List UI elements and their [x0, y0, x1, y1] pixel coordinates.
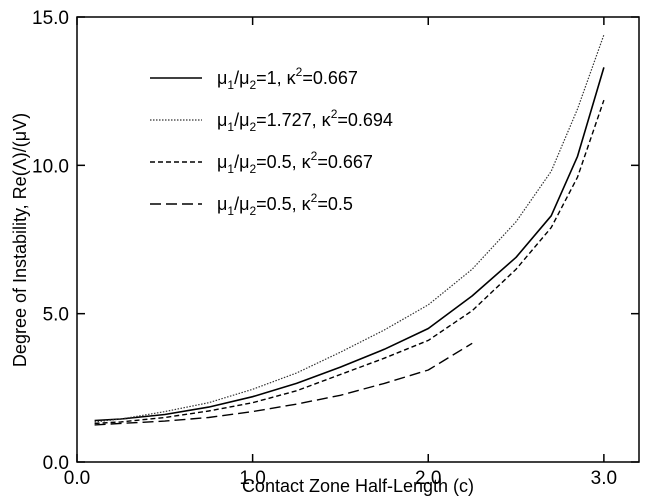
legend-label-part: 2 [249, 120, 256, 134]
legend-label-part: =0.5, κ [256, 194, 312, 214]
legend-label-part: =0.694 [337, 110, 393, 130]
y-axis-label: Degree of Instability, Re(Λ)/(μV) [10, 113, 30, 367]
x-tick-label: 3.0 [591, 468, 617, 489]
legend-label-part: =0.667 [302, 68, 358, 88]
legend-label-part: μ [217, 68, 227, 88]
axis-ticks: 0.0 1.0 2.0 3.0 0.0 5.0 10.0 15.0 [32, 8, 639, 489]
legend-label-part: =0.5, κ [256, 152, 312, 172]
legend-label-part: 2 [311, 149, 318, 163]
legend-label-part: 2 [296, 65, 303, 79]
y-tick-label: 10.0 [32, 156, 69, 177]
legend-label-part: /μ [234, 194, 249, 214]
series-line-2 [94, 34, 605, 423]
legend-label-part: 1 [227, 78, 234, 92]
legend-label-4: μ1/μ2=0.5, κ2=0.5 [217, 191, 353, 218]
legend-label-part: /μ [234, 68, 249, 88]
y-tick-label: 0.0 [43, 453, 69, 474]
legend-label-3: μ1/μ2=0.5, κ2=0.667 [217, 149, 373, 176]
legend-label-2: μ1/μ2=1.727, κ2=0.694 [217, 107, 393, 134]
legend-label-part: 2 [311, 191, 318, 205]
y-tick-label: 15.0 [32, 8, 69, 29]
x-tick-label: 2.0 [415, 468, 441, 489]
legend-label-part: 2 [331, 107, 338, 121]
legend-label-part: /μ [234, 110, 249, 130]
x-axis-label: Contact Zone Half-Length (c) [242, 476, 474, 496]
legend-label-part: 1 [227, 120, 234, 134]
legend-label-part: 2 [249, 162, 256, 176]
plot-frame [76, 16, 640, 463]
x-tick-label: 0.0 [64, 468, 90, 489]
legend-label-part: =0.5 [317, 194, 353, 214]
legend-label-part: /μ [234, 152, 249, 172]
legend-label-part: μ [217, 194, 227, 214]
series-line-3 [94, 99, 605, 425]
legend-label-part: μ [217, 110, 227, 130]
legend-label-part: 2 [249, 204, 256, 218]
y-tick-label: 5.0 [43, 305, 69, 326]
legend-label-part: =1.727, κ [256, 110, 332, 130]
legend-label-part: =1, κ [256, 68, 297, 88]
series-line-1 [94, 67, 605, 422]
legend-label-part: 1 [227, 162, 234, 176]
x-tick-label: 1.0 [239, 468, 265, 489]
series-line-4 [94, 342, 473, 426]
legend-label-part: =0.667 [317, 152, 373, 172]
legend-label-part: μ [217, 152, 227, 172]
legend-label-part: 2 [249, 78, 256, 92]
legend-label-1: μ1/μ2=1, κ2=0.667 [217, 65, 358, 92]
series-lines [94, 34, 605, 426]
legend-label-part: 1 [227, 204, 234, 218]
